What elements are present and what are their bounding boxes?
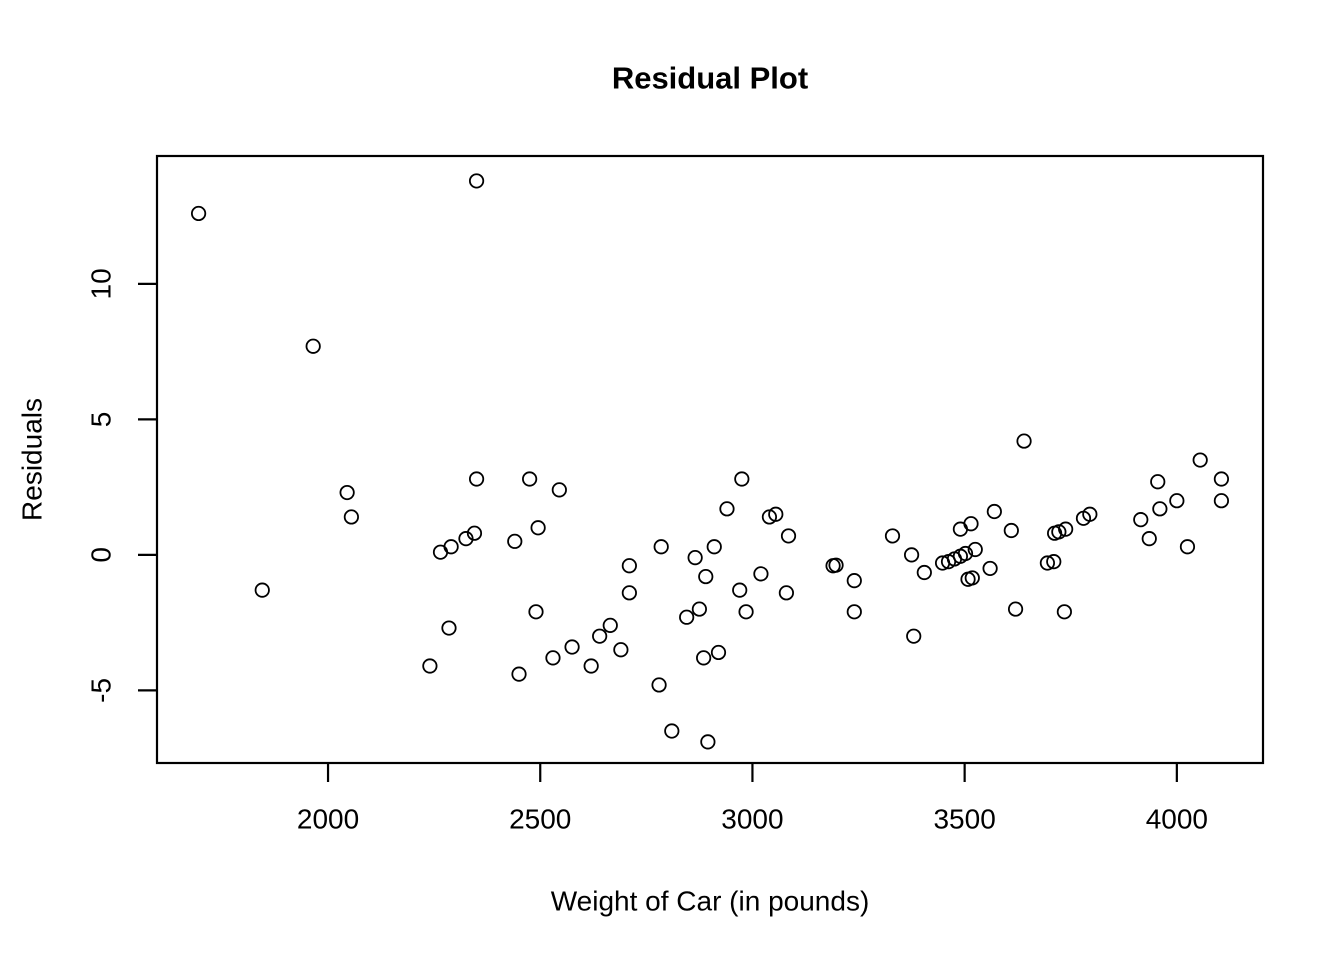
- x-axis-label: Weight of Car (in pounds): [551, 886, 870, 917]
- scatter-point: [700, 734, 716, 750]
- scatter-point: [466, 525, 483, 541]
- scatter-point: [967, 541, 983, 558]
- scatter-point: [1150, 474, 1166, 490]
- scatter-point: [1169, 493, 1185, 509]
- scatter-point: [706, 539, 722, 555]
- y-axis-label: Residuals: [17, 398, 48, 521]
- y-tick-label: 10: [86, 268, 117, 299]
- scatter-point: [1082, 506, 1098, 522]
- scatter-point: [734, 471, 750, 487]
- scatter-point: [583, 658, 599, 674]
- scatter-point: [613, 642, 629, 658]
- y-tick-label: 5: [86, 412, 117, 428]
- scatter-point: [696, 650, 712, 666]
- scatter-point: [545, 650, 561, 666]
- x-tick-label: 2000: [297, 804, 359, 835]
- plot-box: [155, 154, 1265, 765]
- scatter-point: [621, 585, 637, 601]
- scatter-point: [906, 628, 922, 644]
- scatter-point: [339, 484, 355, 501]
- scatter-point: [254, 582, 270, 598]
- scatter-point: [679, 609, 695, 625]
- scatter-point: [441, 620, 457, 636]
- scatter-point: [1003, 522, 1019, 539]
- scatter-point: [592, 628, 608, 644]
- chart-title: Residual Plot: [612, 61, 808, 96]
- scatter-point: [986, 503, 1002, 520]
- scatter-point: [564, 639, 580, 655]
- scatter-point: [964, 570, 980, 586]
- scatter-point: [602, 617, 618, 633]
- scatter-point: [768, 506, 784, 522]
- scatter-point: [982, 560, 998, 577]
- scatter-point: [343, 509, 359, 525]
- scatter-point: [507, 533, 523, 549]
- scatter-point: [1213, 493, 1230, 509]
- scatter-point: [957, 545, 974, 562]
- scatter-point: [903, 547, 920, 563]
- scatter-point: [1046, 554, 1062, 570]
- scatter-point: [621, 558, 637, 574]
- scatter-point: [305, 338, 321, 354]
- x-tick-label: 4000: [1146, 804, 1208, 835]
- scatter-point: [687, 549, 703, 566]
- scatter-point: [653, 539, 669, 555]
- scatter-point: [1213, 471, 1230, 487]
- scatter-point: [522, 471, 538, 487]
- scatter-point: [738, 604, 754, 620]
- scatter-point: [664, 723, 680, 739]
- scatter-point: [468, 471, 485, 487]
- scatter-point: [1056, 604, 1072, 620]
- scatter-point: [1051, 524, 1067, 540]
- scatter-point: [1141, 531, 1157, 547]
- scatter-point: [1039, 555, 1056, 571]
- scatter-point: [884, 528, 901, 544]
- scatter-point: [528, 604, 544, 620]
- scatter-point: [719, 501, 735, 517]
- scatter-point: [828, 557, 844, 573]
- scatter-point: [190, 205, 207, 222]
- y-tick-label: 0: [86, 547, 117, 563]
- scatter-point: [753, 566, 769, 582]
- scatter-point: [551, 482, 567, 498]
- scatter-point: [710, 644, 727, 661]
- scatter-point: [1007, 601, 1024, 617]
- scatter-point: [846, 604, 862, 620]
- scatter-point: [846, 573, 862, 589]
- scatter-point: [511, 666, 527, 682]
- scatter-point: [1133, 512, 1149, 528]
- scatter-point: [916, 564, 932, 581]
- scatter-point: [651, 677, 667, 693]
- y-tick-label: -5: [86, 678, 117, 703]
- scatter-point: [780, 528, 797, 544]
- x-tick-label: 3500: [933, 804, 995, 835]
- scatter-point: [1152, 501, 1168, 517]
- scatter-point: [530, 520, 546, 536]
- scatter-point: [1192, 452, 1208, 468]
- scatter-point: [778, 585, 794, 601]
- scatter-point: [698, 568, 714, 585]
- scatter-point: [458, 531, 474, 547]
- x-tick-label: 2500: [509, 804, 571, 835]
- scatter-point: [1016, 433, 1032, 449]
- scatter-point: [443, 539, 459, 555]
- scatter-point: [1179, 539, 1196, 555]
- scatter-point: [963, 516, 979, 532]
- scatter-point: [691, 601, 707, 617]
- scatter-point: [732, 582, 748, 598]
- scatter-point: [422, 658, 438, 674]
- scatter-point: [468, 173, 485, 189]
- x-tick-label: 3000: [721, 804, 783, 835]
- scatter-point: [1058, 521, 1074, 537]
